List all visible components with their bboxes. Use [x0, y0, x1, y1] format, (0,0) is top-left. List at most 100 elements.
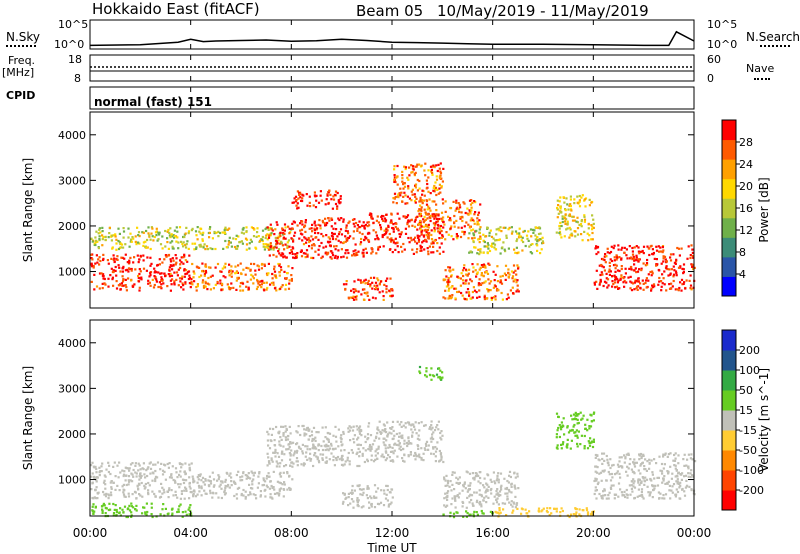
data-point [680, 247, 683, 250]
data-point [556, 429, 559, 432]
data-point [363, 460, 366, 464]
data-point [472, 513, 475, 516]
data-point [458, 476, 461, 479]
data-point [365, 494, 368, 497]
data-point [296, 252, 299, 255]
data-point [350, 426, 353, 429]
data-point [446, 484, 449, 487]
data-point [435, 209, 438, 212]
data-point [425, 212, 428, 215]
data-point [347, 251, 350, 255]
data-point [555, 412, 559, 415]
data-point [130, 515, 133, 518]
data-point [559, 205, 562, 208]
velocity-panel-frame [89, 319, 695, 517]
data-point [156, 461, 160, 464]
data-point [356, 443, 359, 446]
data-point [397, 444, 400, 447]
data-point [153, 283, 156, 287]
data-point [356, 227, 359, 230]
data-point [433, 214, 437, 218]
data-point [296, 460, 299, 463]
data-point [110, 267, 113, 270]
data-point [628, 484, 631, 487]
data-point [147, 282, 150, 285]
data-point [501, 502, 504, 505]
data-point [657, 245, 660, 248]
data-point [110, 239, 113, 242]
data-point [185, 489, 188, 492]
data-point [107, 497, 110, 500]
data-point [305, 249, 309, 252]
data-point [484, 491, 487, 494]
data-point [364, 440, 367, 444]
data-point [466, 496, 469, 499]
beam-label: Beam 05 [356, 2, 424, 20]
data-point [482, 263, 485, 266]
data-point [127, 270, 130, 273]
data-point [90, 475, 93, 478]
data-point [375, 448, 378, 451]
data-point [665, 260, 668, 263]
data-point [143, 487, 146, 490]
data-point [434, 181, 437, 184]
data-point [256, 486, 259, 489]
data-point [446, 504, 449, 507]
data-point [490, 235, 494, 238]
data-point [250, 226, 253, 229]
data-point [460, 291, 463, 295]
data-point [117, 476, 120, 479]
data-point [285, 427, 288, 431]
data-point [444, 492, 447, 495]
data-point [104, 238, 107, 242]
colorbar-swatch [722, 120, 736, 141]
data-point [396, 245, 399, 248]
data-point [399, 233, 403, 236]
data-point [158, 496, 162, 499]
data-point [154, 495, 157, 498]
data-point [435, 426, 438, 429]
data-point [669, 273, 672, 276]
data-point [449, 219, 452, 222]
data-point [201, 476, 205, 479]
data-point [188, 274, 191, 277]
data-point [614, 278, 617, 281]
data-point [277, 250, 280, 253]
data-point [97, 232, 100, 235]
data-point [537, 507, 541, 510]
data-point [586, 232, 589, 235]
data-point [279, 482, 282, 485]
data-point [662, 455, 665, 458]
data-point [367, 448, 370, 451]
data-point [593, 283, 596, 286]
data-point [267, 236, 271, 239]
data-point [659, 246, 662, 249]
data-point [181, 511, 184, 514]
data-point [265, 243, 268, 246]
data-point [675, 274, 678, 277]
data-point [662, 453, 665, 456]
data-point [479, 250, 482, 253]
data-point [682, 282, 685, 285]
data-point [446, 491, 449, 494]
data-point [374, 297, 377, 300]
data-point [566, 222, 569, 225]
data-point [244, 490, 247, 493]
noise-tick-left-top: 10^5 [58, 18, 89, 31]
data-point [372, 460, 376, 463]
data-point [607, 270, 610, 273]
data-point [569, 214, 572, 218]
data-region [90, 226, 191, 251]
data-point [121, 275, 124, 278]
data-point [480, 495, 483, 498]
data-point [676, 246, 679, 250]
data-point [285, 277, 288, 280]
data-point [322, 440, 325, 443]
data-point [286, 438, 290, 441]
data-point [361, 232, 364, 236]
data-point [270, 228, 273, 231]
data-point [313, 229, 316, 232]
data-point [109, 508, 112, 511]
data-point [175, 257, 178, 260]
data-point [236, 271, 239, 274]
